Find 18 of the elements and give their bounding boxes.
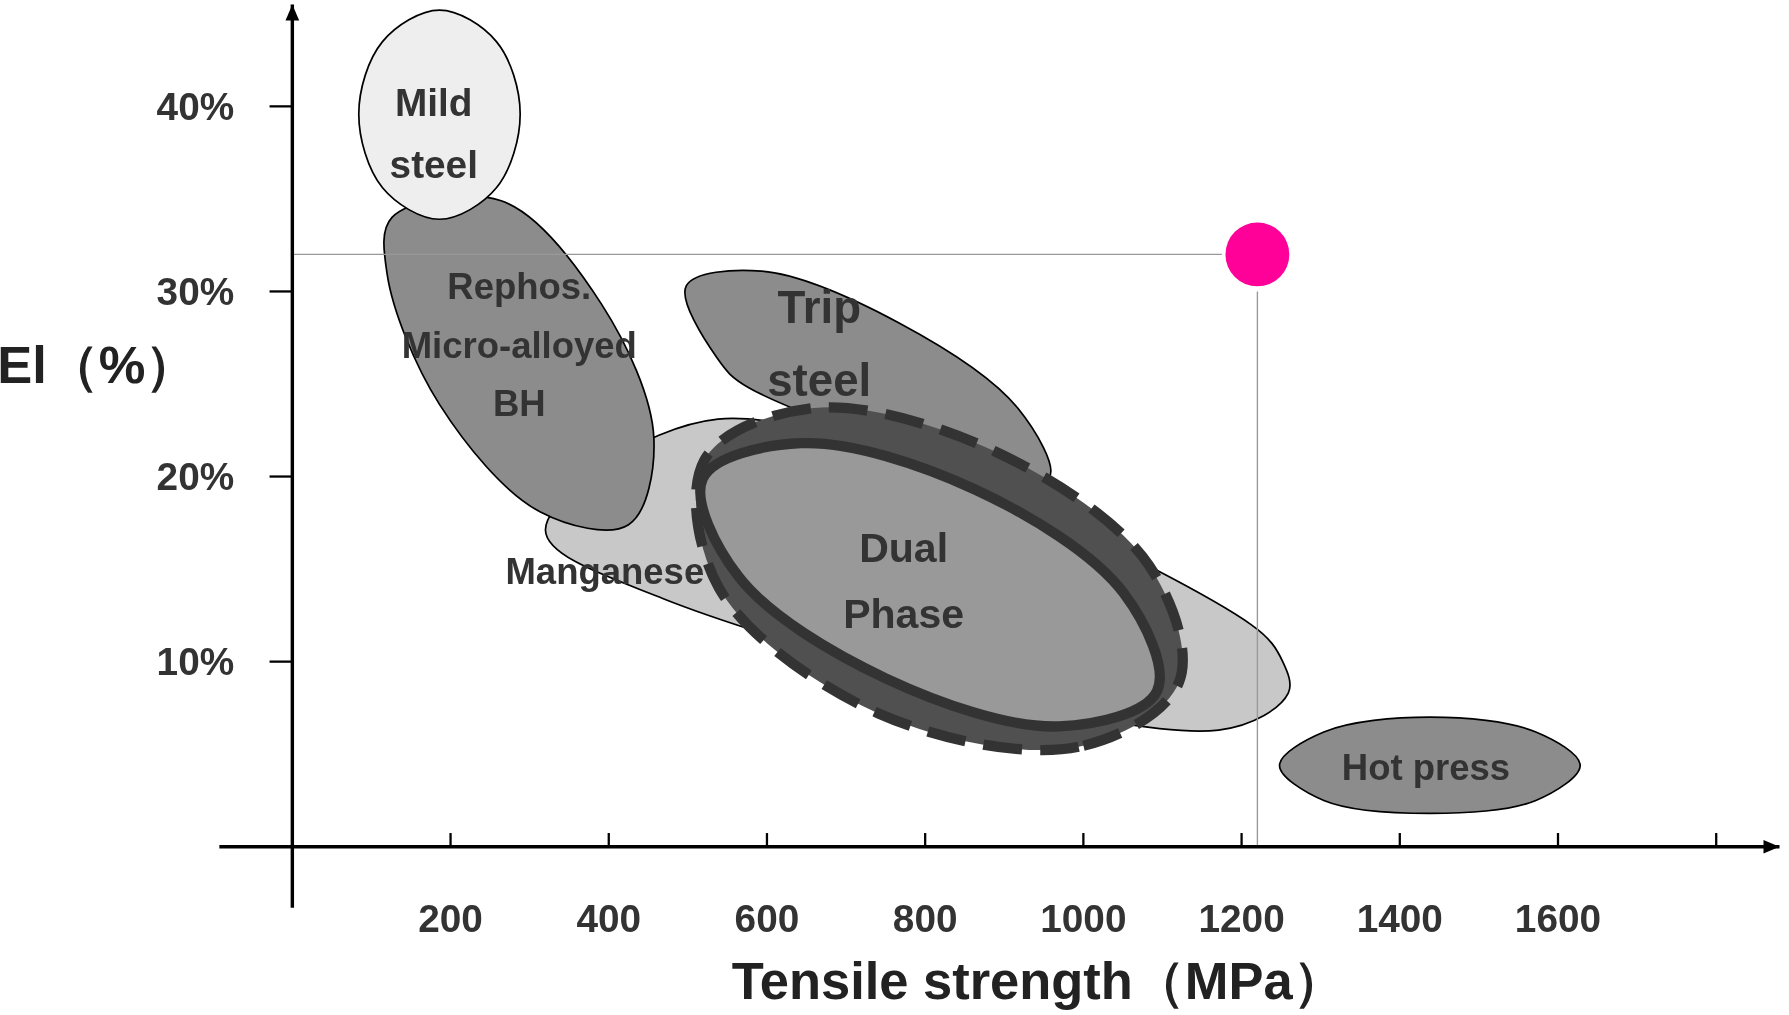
x-tick-label: 1000 [1040, 897, 1127, 941]
x-tick-label: 1400 [1356, 897, 1443, 941]
x-tick-label: 600 [734, 897, 800, 941]
x-tick-label: 1600 [1514, 897, 1602, 941]
series-label: Mild steel [389, 81, 478, 187]
y-tick-label: 20% [156, 455, 235, 499]
series-label: Dual Phase [843, 524, 965, 637]
x-tick-label: 800 [892, 897, 958, 941]
x-axis-title: Tensile strength（MPa） [731, 952, 1345, 1011]
y-axis-title: El（%） [0, 336, 198, 395]
x-tick-label: 200 [418, 897, 483, 941]
y-tick-label: 10% [156, 640, 235, 684]
y-tick-label: 40% [156, 85, 235, 129]
series-label: Hot press [1341, 746, 1511, 788]
x-tick-label: 1200 [1198, 897, 1285, 941]
y-tick-label: 30% [156, 270, 235, 314]
series-label: Trip steel [767, 282, 872, 407]
x-tick-label: 400 [576, 897, 642, 941]
